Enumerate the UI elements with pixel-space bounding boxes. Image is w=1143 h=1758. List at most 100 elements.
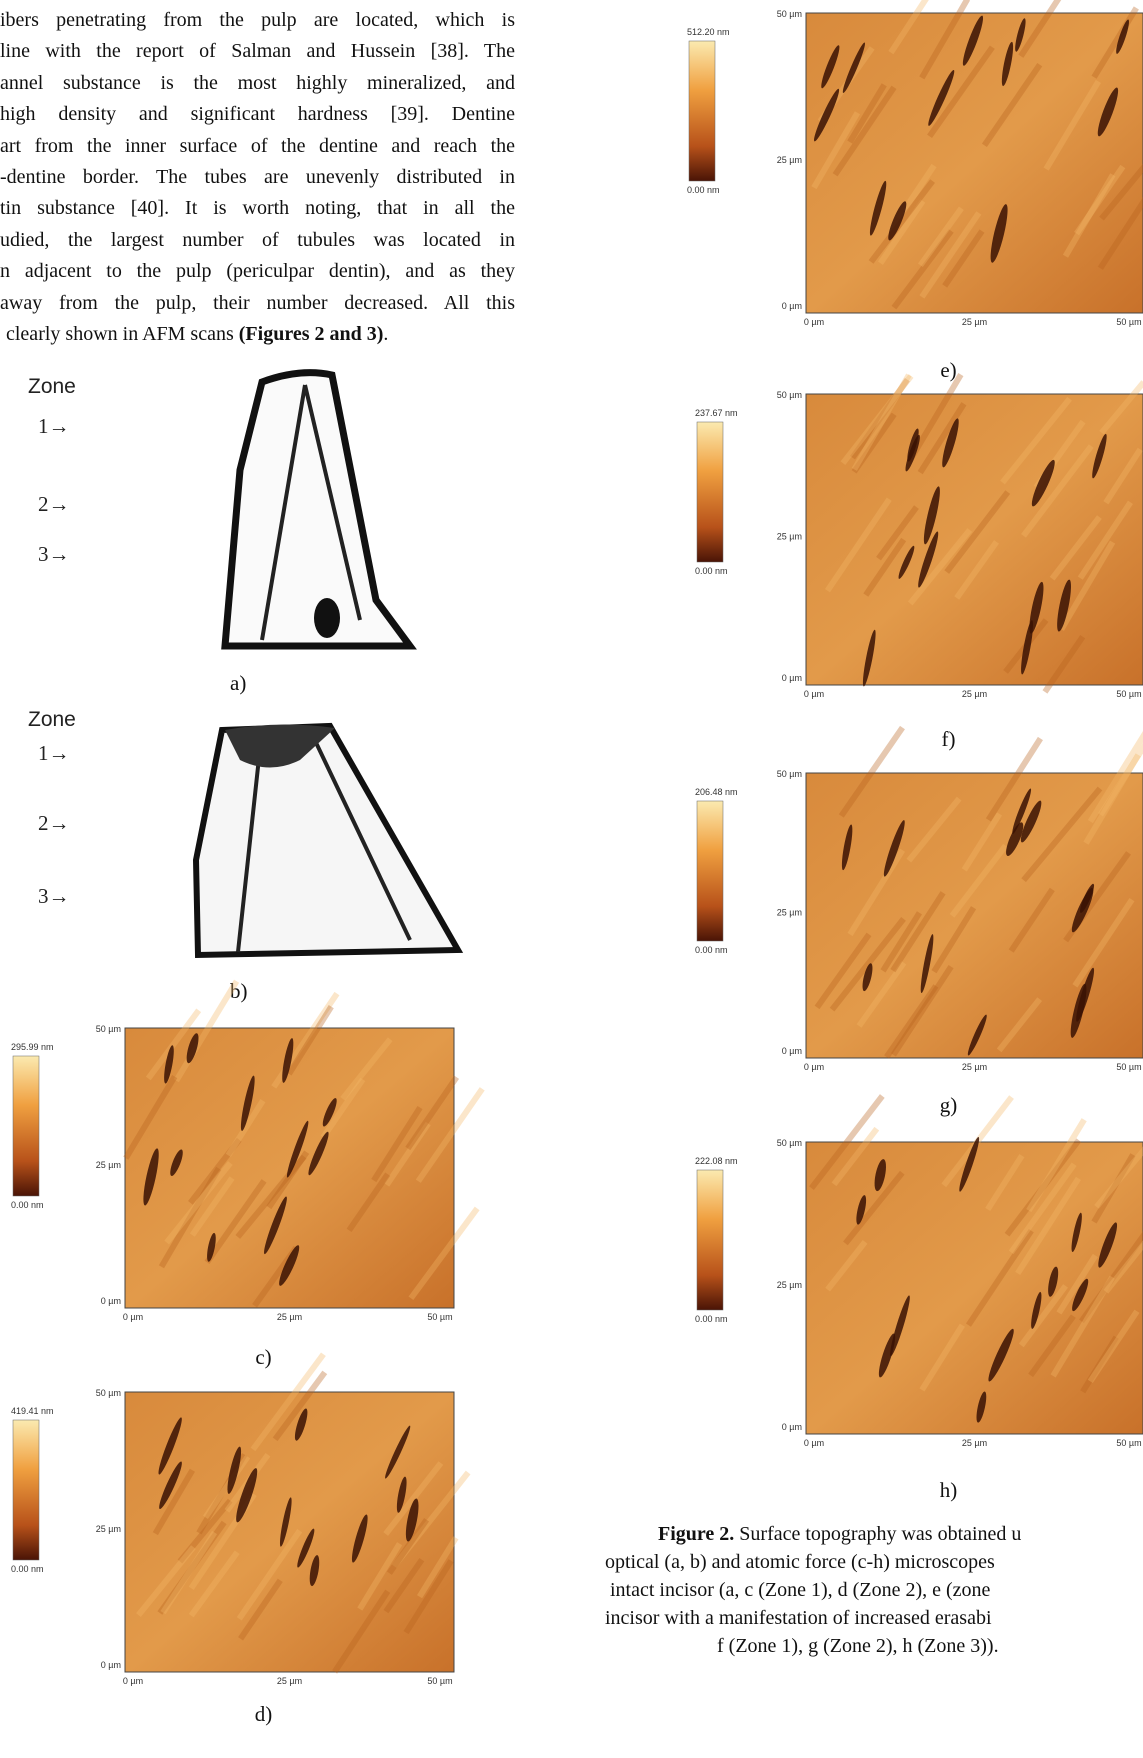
afm-band <box>856 961 907 1028</box>
tubule <box>842 42 865 94</box>
y-tick-label: 0 µm <box>101 1296 121 1306</box>
afm-band <box>188 1137 242 1205</box>
afm-band <box>164 1161 233 1245</box>
afm-image <box>805 725 1143 1059</box>
afm-band <box>1074 164 1126 236</box>
afm-band <box>1083 753 1141 845</box>
text-line: clearly shown in AFM scans (Figures 2 and… <box>6 322 521 346</box>
tubule <box>898 545 915 579</box>
text-bold: (Figures 2 and 3) <box>238 323 384 345</box>
tubule <box>1015 18 1026 52</box>
afm-band <box>136 1545 196 1617</box>
text-line: annel substance is the most highly miner… <box>0 71 515 94</box>
afm-band <box>1097 741 1143 817</box>
zone-label: 2→ <box>38 811 70 835</box>
tubule <box>1029 581 1044 634</box>
afm-band <box>1094 1136 1143 1209</box>
tubule <box>405 1498 419 1542</box>
tubule <box>862 963 873 992</box>
zone-label: 2→ <box>38 492 70 516</box>
afm-band <box>225 1099 266 1157</box>
tubule <box>1116 19 1129 54</box>
caption-text: Surface topography was obtained u <box>739 1523 1022 1545</box>
afm-band <box>927 45 995 139</box>
text-line: away from the pulp, their number decreas… <box>0 291 515 314</box>
x-tick-label: 0 µm <box>123 1312 143 1322</box>
tubule <box>967 1014 987 1056</box>
afm-band <box>236 1528 303 1621</box>
afm-band <box>357 1542 403 1611</box>
tubule <box>990 204 1008 263</box>
afm-band <box>917 402 967 475</box>
afm-band <box>840 374 914 466</box>
afm-band <box>371 1105 423 1183</box>
tubule <box>920 934 934 994</box>
afm-band <box>1077 500 1133 580</box>
panel-label: b) <box>230 979 248 1003</box>
tubule <box>883 820 905 877</box>
afm-band <box>906 796 962 863</box>
tubule <box>923 486 940 545</box>
scale-min: 0.00 nm <box>695 566 728 576</box>
afm-band <box>188 1550 240 1618</box>
tubule <box>309 1555 320 1587</box>
y-tick-label: 0 µm <box>101 1660 121 1670</box>
afm-image <box>805 1094 1143 1435</box>
afm-band <box>1043 79 1102 171</box>
afm-band <box>814 932 872 1010</box>
y-tick-label: 50 µm <box>777 1138 802 1148</box>
afm-band <box>383 1557 425 1614</box>
afm-band <box>917 206 964 268</box>
text-line: art from the inner surface of the dentin… <box>0 134 515 157</box>
afm-band <box>1021 786 1103 883</box>
caption-line: incisor with a manifestation of increase… <box>605 1606 992 1630</box>
afm-band <box>383 1461 444 1536</box>
scale-min: 0.00 nm <box>695 1314 728 1324</box>
tubule <box>959 1136 980 1192</box>
x-tick-label: 50 µm <box>427 1312 452 1322</box>
tubule <box>874 1159 886 1192</box>
afm-band <box>907 528 973 606</box>
tubule <box>869 180 887 236</box>
text-line: line with the report of Salman and Husse… <box>0 40 515 63</box>
afm-band <box>286 1005 334 1076</box>
afm-band <box>919 211 982 299</box>
x-tick-label: 0 µm <box>804 1438 824 1448</box>
afm-band <box>1072 897 1135 988</box>
afm-image <box>805 373 1143 694</box>
afm-band <box>890 891 946 973</box>
afm-surface <box>805 12 1143 314</box>
tubule <box>1092 433 1107 479</box>
scale-max: 237.67 nm <box>695 408 738 418</box>
afm-band <box>863 537 907 597</box>
tubule <box>159 1461 182 1510</box>
afm-band <box>1087 726 1143 824</box>
tubule <box>905 434 920 472</box>
y-tick-label: 50 µm <box>96 1388 121 1398</box>
scale-max: 295.99 nm <box>11 1042 54 1052</box>
afm-band <box>843 1170 905 1246</box>
scale-min: 0.00 nm <box>687 185 720 195</box>
scale-max: 512.20 nm <box>687 27 730 37</box>
caption-line: f (Zone 1), g (Zone 2), h (Zone 3)). <box>717 1634 999 1658</box>
caption-line: optical (a, b) and atomic force (c-h) mi… <box>605 1550 995 1574</box>
afm-band <box>1018 1284 1068 1348</box>
afm-band <box>408 1206 480 1301</box>
tubule <box>1098 1222 1118 1268</box>
scale-max: 222.08 nm <box>695 1156 738 1166</box>
y-tick-label: 25 µm <box>96 1524 121 1534</box>
afm-band <box>944 490 1011 574</box>
afm-band <box>1004 1138 1082 1237</box>
afm-band <box>985 1153 1025 1212</box>
afm-band <box>1042 635 1086 694</box>
x-tick-label: 50 µm <box>427 1676 452 1686</box>
x-tick-label: 25 µm <box>277 1676 302 1686</box>
afm-image <box>124 1352 471 1674</box>
afm-band <box>250 1352 326 1452</box>
text-line: -dentine border. The tubes are unevenly … <box>0 166 515 188</box>
afm-band <box>123 1074 178 1160</box>
afm-band <box>177 1498 233 1564</box>
tubule <box>1031 459 1055 507</box>
scale-min: 0.00 nm <box>11 1564 44 1574</box>
afm-band <box>384 1121 431 1187</box>
